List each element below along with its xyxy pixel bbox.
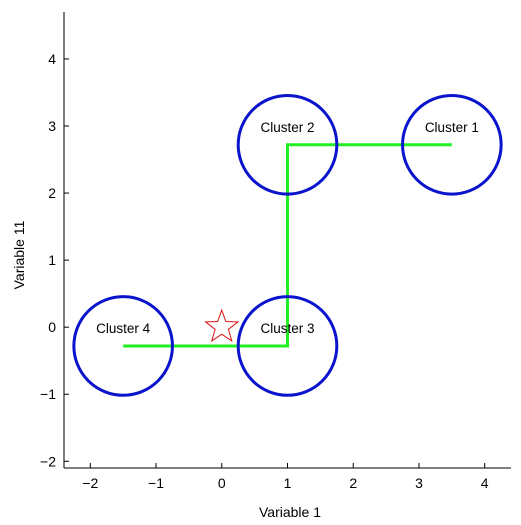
path-line [123, 143, 452, 348]
cluster-label: Cluster 1 [425, 120, 479, 135]
cluster-circles [72, 93, 503, 397]
x-tick-label: −2 [82, 475, 98, 491]
x-tick-label: 0 [218, 475, 226, 491]
x-tick-label: 4 [481, 475, 489, 491]
y-tick-label: 2 [48, 185, 56, 201]
y-tick-label: 1 [48, 252, 56, 268]
y-tick-label: −2 [40, 453, 56, 469]
cluster-label: Cluster 4 [96, 321, 151, 336]
star-marker [204, 308, 240, 343]
y-tick-label: 4 [48, 51, 56, 67]
y-tick-label: 3 [48, 118, 56, 134]
x-tick-label: −1 [148, 475, 164, 491]
x-tick-label: 1 [284, 475, 292, 491]
y-axis-label: Variable 11 [11, 220, 27, 289]
labels: Variable 1 Variable 11 Cluster 1 Cluster … [11, 120, 479, 520]
cluster-path [123, 143, 452, 348]
marker-layer [204, 308, 240, 343]
cluster-circle-3 [236, 295, 339, 397]
x-axis-label: Variable 1 [259, 504, 321, 520]
cluster-label: Cluster 3 [260, 321, 314, 336]
axes: −2 −1 0 1 2 3 4 −2 −1 0 1 2 3 4 [40, 12, 511, 491]
y-tick-label: 0 [48, 319, 56, 335]
cluster-circle-2 [236, 93, 339, 196]
x-tick-label: 3 [415, 475, 423, 491]
y-tick-label: −1 [40, 386, 56, 402]
x-tick-label: 2 [349, 475, 357, 491]
cluster-circle-4 [72, 295, 174, 397]
cluster-circle-1 [401, 93, 503, 196]
cluster-label: Cluster 2 [260, 120, 314, 135]
